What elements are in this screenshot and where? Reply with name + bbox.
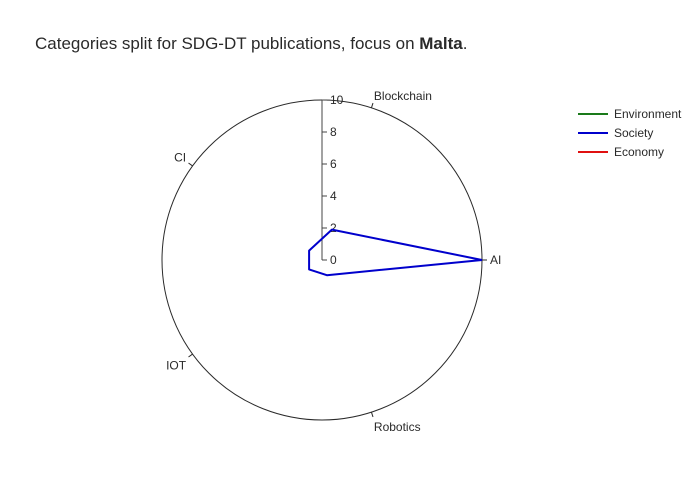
radial-tick-label-8: 8: [330, 125, 337, 139]
legend-label-environment: Environment: [614, 107, 682, 121]
angular-label-ci: CI: [174, 150, 186, 164]
angular-label-iot: IOT: [166, 359, 187, 373]
angular-tick-iot: [188, 353, 193, 358]
angular-label-robotics: Robotics: [374, 420, 421, 434]
angular-tick-ci: [188, 162, 193, 167]
radial-tick-label-6: 6: [330, 157, 337, 171]
chart-title: Categories split for SDG-DT publications…: [35, 34, 467, 54]
radial-tick-label-10: 10: [330, 93, 344, 107]
legend-label-society: Society: [614, 126, 653, 140]
chart-title-bold: Malta: [419, 34, 463, 53]
radial-tick-label-4: 4: [330, 189, 337, 203]
legend-label-economy: Economy: [614, 145, 664, 159]
radial-tick-label-2: 2: [330, 221, 337, 235]
angular-tick-blockchain: [370, 102, 374, 108]
series-line-society: [308, 228, 483, 277]
radial-tick-label-0: 0: [330, 253, 337, 267]
chart-title-prefix: Categories split for SDG-DT publications…: [35, 34, 420, 53]
angular-tick-robotics: [370, 412, 374, 418]
angular-label-ai: AI: [490, 253, 501, 267]
angular-label-blockchain: Blockchain: [374, 89, 432, 103]
chart-title-suffix: .: [462, 34, 468, 53]
